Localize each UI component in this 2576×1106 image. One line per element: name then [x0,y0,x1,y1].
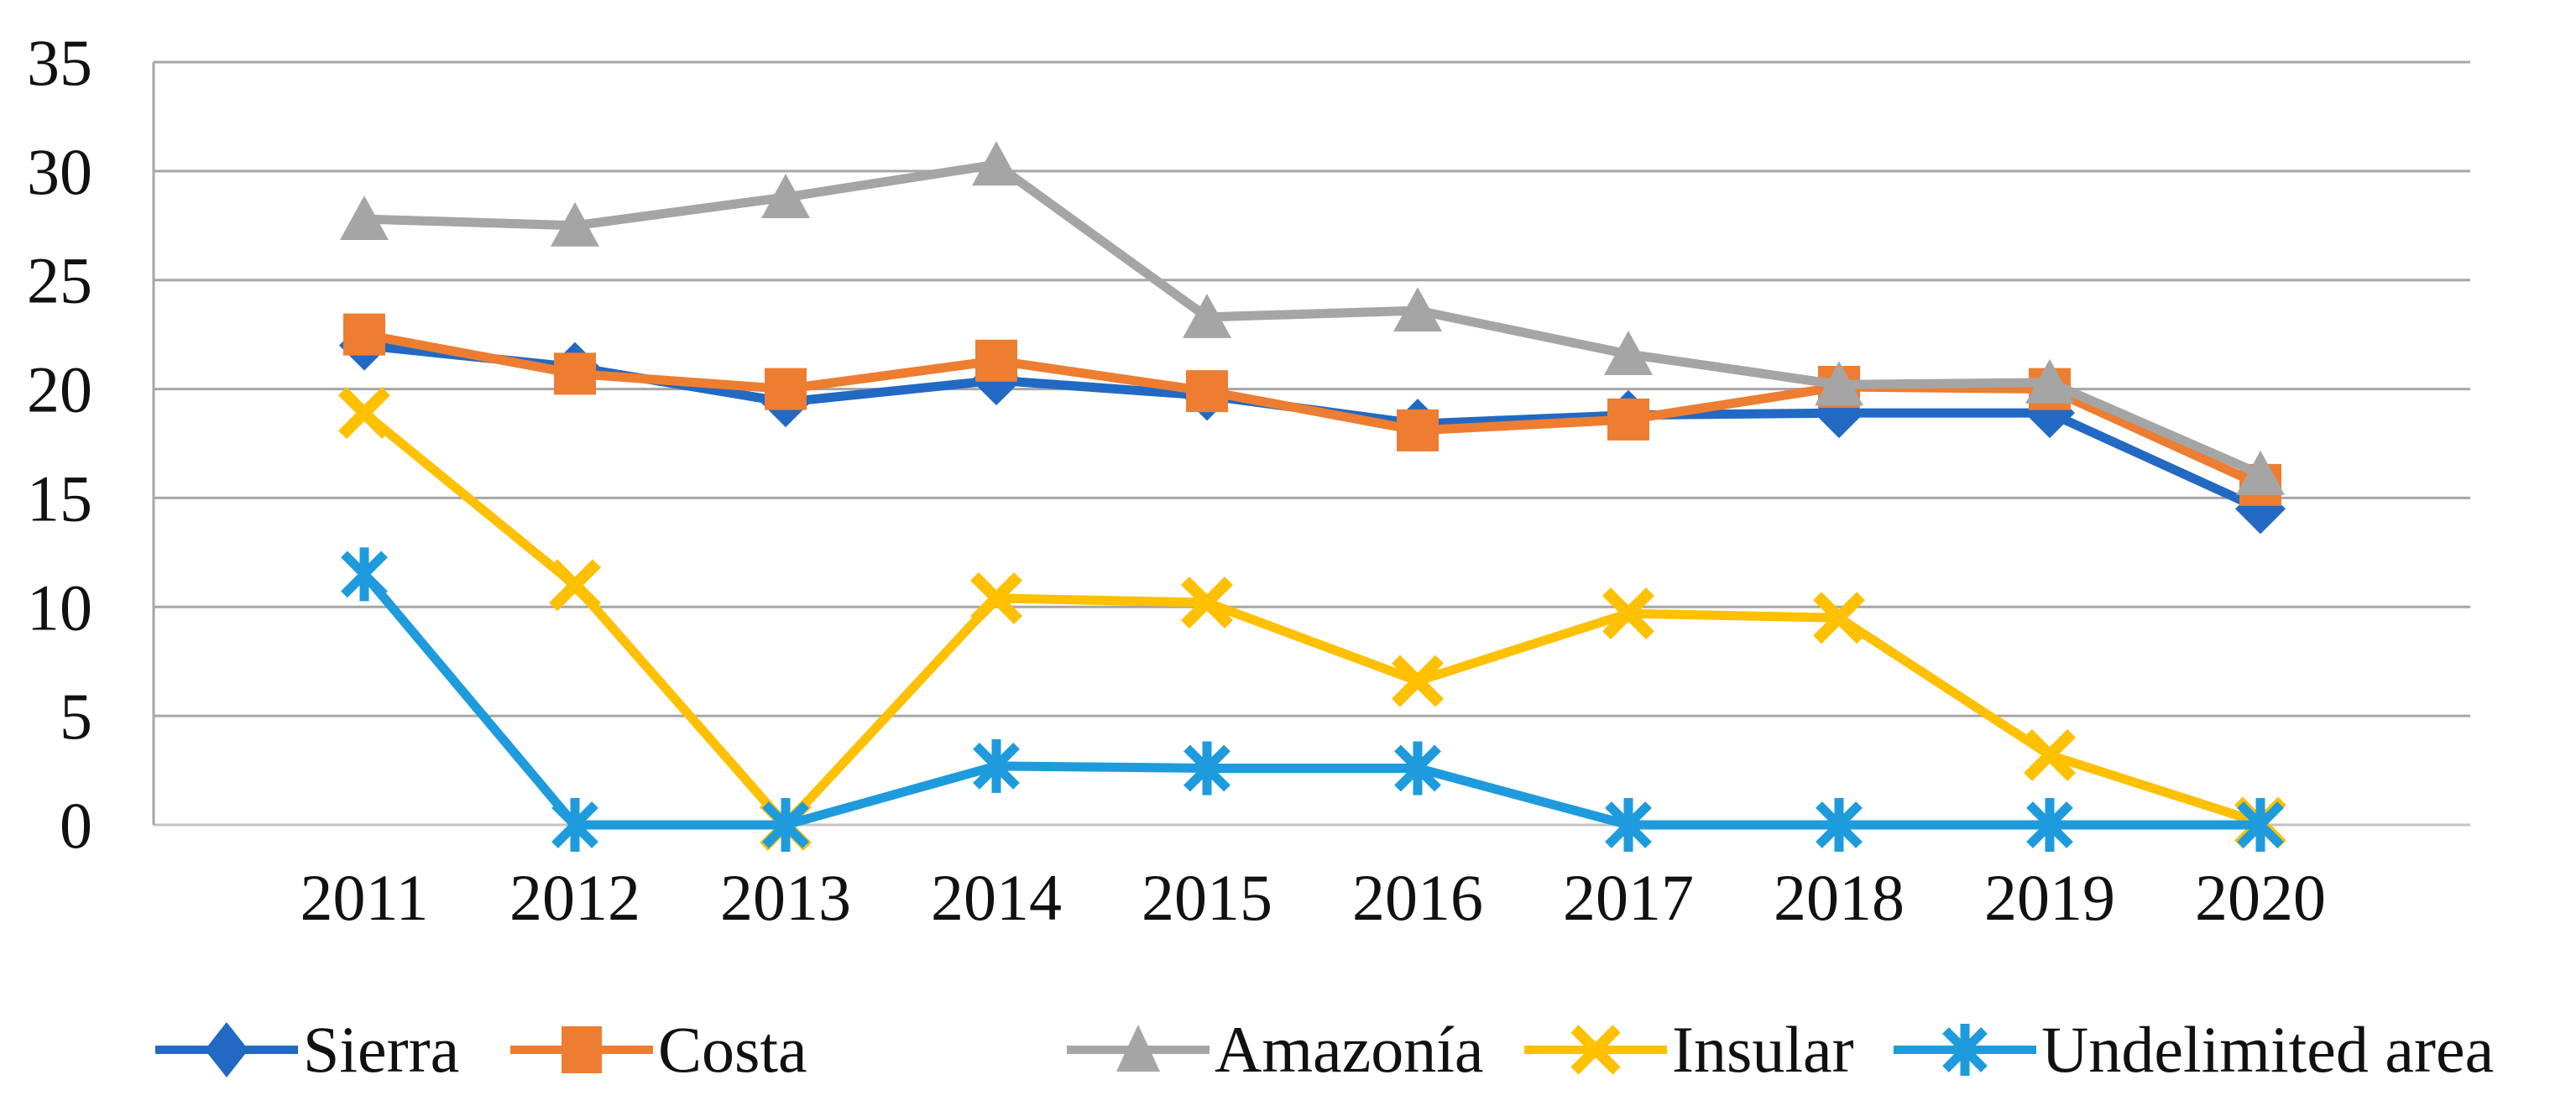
series-line-sierra [363,341,2263,514]
marker-insular-2016 [1392,655,1444,707]
marker-insular-2012 [549,559,601,612]
marker-amazonía-2013 [761,174,810,219]
marker-costa-2015 [1186,370,1228,413]
legend-label-costa: Costa [658,1013,807,1086]
marker-amazonía-2014 [972,141,1021,186]
marker-amazonía-2017 [1604,331,1653,376]
marker-costa-2014 [975,339,1017,382]
y-tick-label-5: 5 [60,680,92,753]
y-tick-label-10: 10 [27,571,92,644]
marker-undelimited-area-2017 [1605,798,1652,852]
y-tick-label-20: 20 [27,353,92,426]
legend-item-amazonia: Amazonía [1067,1000,1484,1099]
marker-undelimited-area-2013 [762,798,809,852]
x-tick-label-2011: 2011 [300,861,428,934]
legend-label-sierra: Sierra [303,1013,460,1086]
costa-square-icon [510,1026,653,1073]
marker-undelimited-area-2019 [2026,798,2073,852]
marker-undelimited-area-2018 [1816,798,1863,852]
legend-label-undelimited-area: Undelimited area [2041,1013,2495,1086]
marker-amazonía-2020 [2236,450,2285,495]
x-tick-label-2017: 2017 [1563,861,1694,934]
x-tick-label-2018: 2018 [1774,861,1905,934]
undelimited-area-asterisk-icon [1894,1024,2036,1076]
legend-item-sierra: Sierra [155,1000,459,1099]
marker-amazonía-2015 [1183,293,1231,338]
legend-item-costa: Costa [510,1000,807,1099]
plot-area: 0 5 10 15 20 25 30 35 2011 2012 2013 2014 2015 2016 20… [27,26,2470,934]
marker-amazonía-2011 [340,195,389,240]
legend-label-amazonia: Amazonía [1215,1013,1484,1086]
x-tick-label-2014: 2014 [931,861,1062,934]
x-tick-label-2015: 2015 [1142,861,1272,934]
marker-undelimited-area-2020 [2237,798,2284,852]
chart-legend: Sierra Costa Amazonía Insular Undelimite… [0,1000,2576,1099]
series-line-insular [361,409,2262,830]
series-line-amazonía [363,159,2263,478]
marker-insular-2011 [338,387,390,440]
insular-x-icon [1524,1025,1667,1075]
marker-amazonía-2019 [2025,358,2074,404]
y-tick-label-15: 15 [27,462,92,535]
marker-costa-2013 [765,368,807,410]
legend-item-insular: Insular [1524,1000,1854,1099]
marker-insular-2019 [2024,728,2076,781]
x-tick-label-2019: 2019 [1984,861,2115,934]
marker-undelimited-area-2012 [551,798,598,852]
y-tick-label-35: 35 [27,26,92,99]
marker-insular-2017 [1602,587,1654,640]
series-line-undelimited-area [360,571,2260,830]
marker-costa-2016 [1397,409,1439,451]
marker-amazonía-2012 [551,201,599,247]
marker-undelimited-area-2011 [341,547,388,602]
marker-insular-2014 [970,571,1022,624]
legend-item-undelimited-area: Undelimited area [1894,1000,2494,1099]
marker-costa-2012 [554,352,596,395]
y-tick-label-30: 30 [27,135,92,208]
marker-undelimited-area-2016 [1394,741,1441,796]
y-tick-label-0: 0 [60,789,92,862]
marker-costa-2011 [343,313,385,356]
amazonia-triangle-icon [1067,1025,1210,1072]
x-tick-label-2020: 2020 [2195,861,2326,934]
marker-amazonía-2016 [1393,287,1442,332]
x-tick-label-2016: 2016 [1352,861,1483,934]
x-tick-label-2013: 2013 [720,861,851,934]
marker-costa-2017 [1607,398,1649,441]
marker-insular-2018 [1813,592,1865,644]
marker-undelimited-area-2015 [1183,741,1231,796]
sierra-diamond-icon [155,1022,298,1077]
marker-amazonía-2018 [1815,361,1863,406]
marker-undelimited-area-2014 [973,738,1020,793]
x-tick-label-2012: 2012 [509,861,640,934]
y-tick-label-25: 25 [27,244,92,317]
marker-insular-2015 [1181,576,1233,629]
legend-label-insular: Insular [1672,1013,1854,1086]
